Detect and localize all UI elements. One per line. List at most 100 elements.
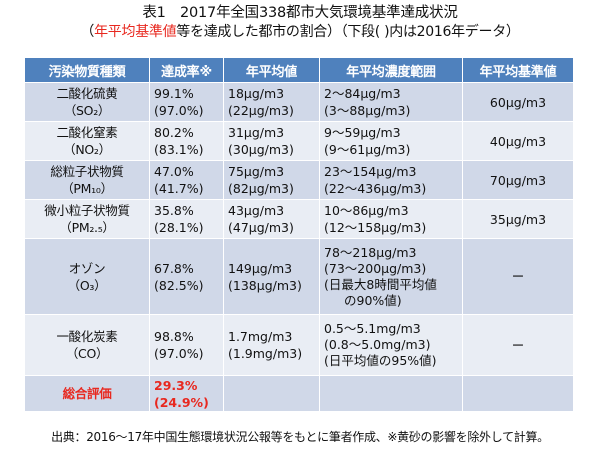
standard-cell: 35μg/m3 (462, 199, 574, 239)
pollutant-formula: （SO₂） (63, 103, 111, 118)
rate-2017: 80.2% (154, 125, 194, 140)
pollutant-cell: 総粒子状物質 （PM₁₀） (24, 160, 150, 200)
rate-cell: 98.8% (97.0%) (149, 314, 224, 376)
range-line: 9～59μg/m3 (324, 125, 401, 140)
range-line: 23～154μg/m3 (324, 164, 417, 179)
rate-cell: 99.1% (97.0%) (149, 82, 224, 122)
average-cell: 75μg/m3 (82μg/m3) (223, 160, 320, 200)
total-rate-cell: 29.3% (24.9%) (149, 375, 224, 412)
header-pollutant: 汚染物質種類 (24, 57, 150, 83)
average-2017: 43μg/m3 (228, 203, 285, 218)
range-cell: 9～59μg/m3 (9～61μg/m3) (319, 121, 463, 161)
rate-cell: 47.0% (41.7%) (149, 160, 224, 200)
pollutant-cell: 微小粒子状物質 （PM₂.₅） (24, 199, 150, 239)
total-rate-2016: (24.9%) (154, 394, 209, 410)
pollutant-formula: （PM₂.₅） (59, 220, 115, 235)
rate-2017: 35.8% (154, 203, 194, 218)
range-note-line: (日最大8時間平均値 (324, 276, 437, 292)
average-2016: (1.9mg/m3) (228, 346, 303, 361)
table-subtitle: （年平均基準値等を達成した都市の割合）（下段( )内は2016年データ） (0, 23, 600, 41)
range-line: 0.5～5.1mg/m3 (324, 321, 421, 336)
standard-cell: 40μg/m3 (462, 121, 574, 161)
table-row: 総粒子状物質 （PM₁₀） 47.0% (41.7%) 75μg/m3 (82μ… (24, 160, 574, 200)
rate-2017: 99.1% (154, 86, 194, 101)
subtitle-rest: 等を達成した都市の割合）（下段( )内は2016年データ） (176, 24, 520, 40)
rate-2017: 67.8% (154, 260, 194, 276)
range-cell: 23～154μg/m3 (22～436μg/m3) (319, 160, 463, 200)
header-concentration-range: 年平均濃度範囲 (319, 57, 463, 83)
rate-2016: (97.0%) (154, 346, 204, 361)
table-row: 微小粒子状物質 （PM₂.₅） 35.8% (28.1%) 43μg/m3 (4… (24, 199, 574, 239)
range-line: (73～200μg/m3) (324, 260, 427, 276)
range-line: (22～436μg/m3) (324, 181, 427, 196)
pollutant-formula: （NO₂） (63, 142, 111, 157)
range-line: (12～158μg/m3) (324, 220, 427, 235)
range-line: (0.8～5.0mg/m3) (324, 337, 431, 352)
rate-2016: (83.1%) (154, 142, 204, 157)
pollutant-name: 二酸化窒素 (56, 125, 118, 140)
header-rate: 達成率※ (149, 57, 224, 83)
range-line: 10～86μg/m3 (324, 203, 409, 218)
rate-2017: 47.0% (154, 164, 194, 179)
table-header-row: 汚染物質種類 達成率※ 年平均値 年平均濃度範囲 年平均基準値 (24, 57, 574, 83)
subtitle-highlight: 年平均基準値 (94, 24, 177, 40)
rate-2016: (82.5%) (154, 277, 204, 293)
pollutant-name: 総粒子状物質 (50, 164, 124, 179)
range-note-line: (日平均値の95%値) (324, 353, 437, 368)
range-note-line: の90%値) (344, 292, 402, 308)
range-cell: 2～84μg/m3 (3～88μg/m3) (319, 82, 463, 122)
pollutant-name: オゾン (68, 260, 106, 276)
standard-cell: ー (462, 314, 574, 376)
source-note: 出典：2016～17年中国生態環境状況公報等をもとに筆者作成、※黄砂の影響を除外… (51, 430, 549, 444)
average-2016: (82μg/m3) (228, 181, 294, 196)
table-row: 二酸化硫黄 （SO₂） 99.1% (97.0%) 18μg/m3 (22μg/… (24, 82, 574, 122)
pollutant-formula: （O₃） (67, 277, 107, 293)
pollutant-cell: 二酸化硫黄 （SO₂） (24, 82, 150, 122)
range-line: 2～84μg/m3 (324, 86, 401, 101)
average-2016: (138μg/m3) (228, 277, 302, 293)
average-2017: 75μg/m3 (228, 164, 285, 179)
table-row: 二酸化窒素 （NO₂） 80.2% (83.1%) 31μg/m3 (30μg/… (24, 121, 574, 161)
pollutant-formula: （PM₁₀） (61, 181, 113, 196)
empty-cell (462, 375, 574, 412)
average-2017: 31μg/m3 (228, 125, 285, 140)
range-line: (9～61μg/m3) (324, 142, 411, 157)
average-cell: 31μg/m3 (30μg/m3) (223, 121, 320, 161)
average-cell: 18μg/m3 (22μg/m3) (223, 82, 320, 122)
pollutant-name: 微小粒子状物質 (44, 203, 130, 218)
range-cell: 0.5～5.1mg/m3 (0.8～5.0mg/m3) (日平均値の95%値) (319, 314, 463, 376)
table-row: オゾン （O₃） 67.8% (82.5%) 149μg/m3 (138μg/m… (24, 238, 574, 315)
average-cell: 1.7mg/m3 (1.9mg/m3) (223, 314, 320, 376)
rate-2016: (28.1%) (154, 220, 204, 235)
total-label: 総合評価 (24, 375, 150, 412)
pollutant-formula: （CO） (65, 346, 109, 361)
average-2016: (30μg/m3) (228, 142, 294, 157)
pollutant-cell: 一酸化炭素 （CO） (24, 314, 150, 376)
rate-cell: 67.8% (82.5%) (149, 238, 224, 315)
range-line: 78～218μg/m3 (324, 244, 417, 260)
rate-2016: (41.7%) (154, 181, 204, 196)
rate-2016: (97.0%) (154, 103, 204, 118)
header-annual-standard: 年平均基準値 (462, 57, 574, 83)
empty-cell (319, 375, 463, 412)
table-title: 表1 2017年全国338都市大気環境基準達成状況 (142, 5, 458, 21)
rate-cell: 80.2% (83.1%) (149, 121, 224, 161)
average-cell: 149μg/m3 (138μg/m3) (223, 238, 320, 315)
pollutant-cell: 二酸化窒素 （NO₂） (24, 121, 150, 161)
average-2017: 18μg/m3 (228, 86, 285, 101)
standard-cell: 70μg/m3 (462, 160, 574, 200)
subtitle-open-paren: （ (80, 24, 95, 40)
pollutant-name: 二酸化硫黄 (56, 86, 118, 101)
total-rate-2017: 29.3% (154, 377, 198, 393)
table-row: 一酸化炭素 （CO） 98.8% (97.0%) 1.7mg/m3 (1.9mg… (24, 314, 574, 376)
average-cell: 43μg/m3 (47μg/m3) (223, 199, 320, 239)
average-2016: (47μg/m3) (228, 220, 294, 235)
empty-cell (223, 375, 320, 412)
standard-cell: ー (462, 238, 574, 315)
average-2017: 1.7mg/m3 (228, 329, 293, 344)
range-line: (3～88μg/m3) (324, 103, 411, 118)
range-cell: 10～86μg/m3 (12～158μg/m3) (319, 199, 463, 239)
pollutant-cell: オゾン （O₃） (24, 238, 150, 315)
air-quality-table: 汚染物質種類 達成率※ 年平均値 年平均濃度範囲 年平均基準値 二酸化硫黄 （S… (24, 57, 574, 412)
